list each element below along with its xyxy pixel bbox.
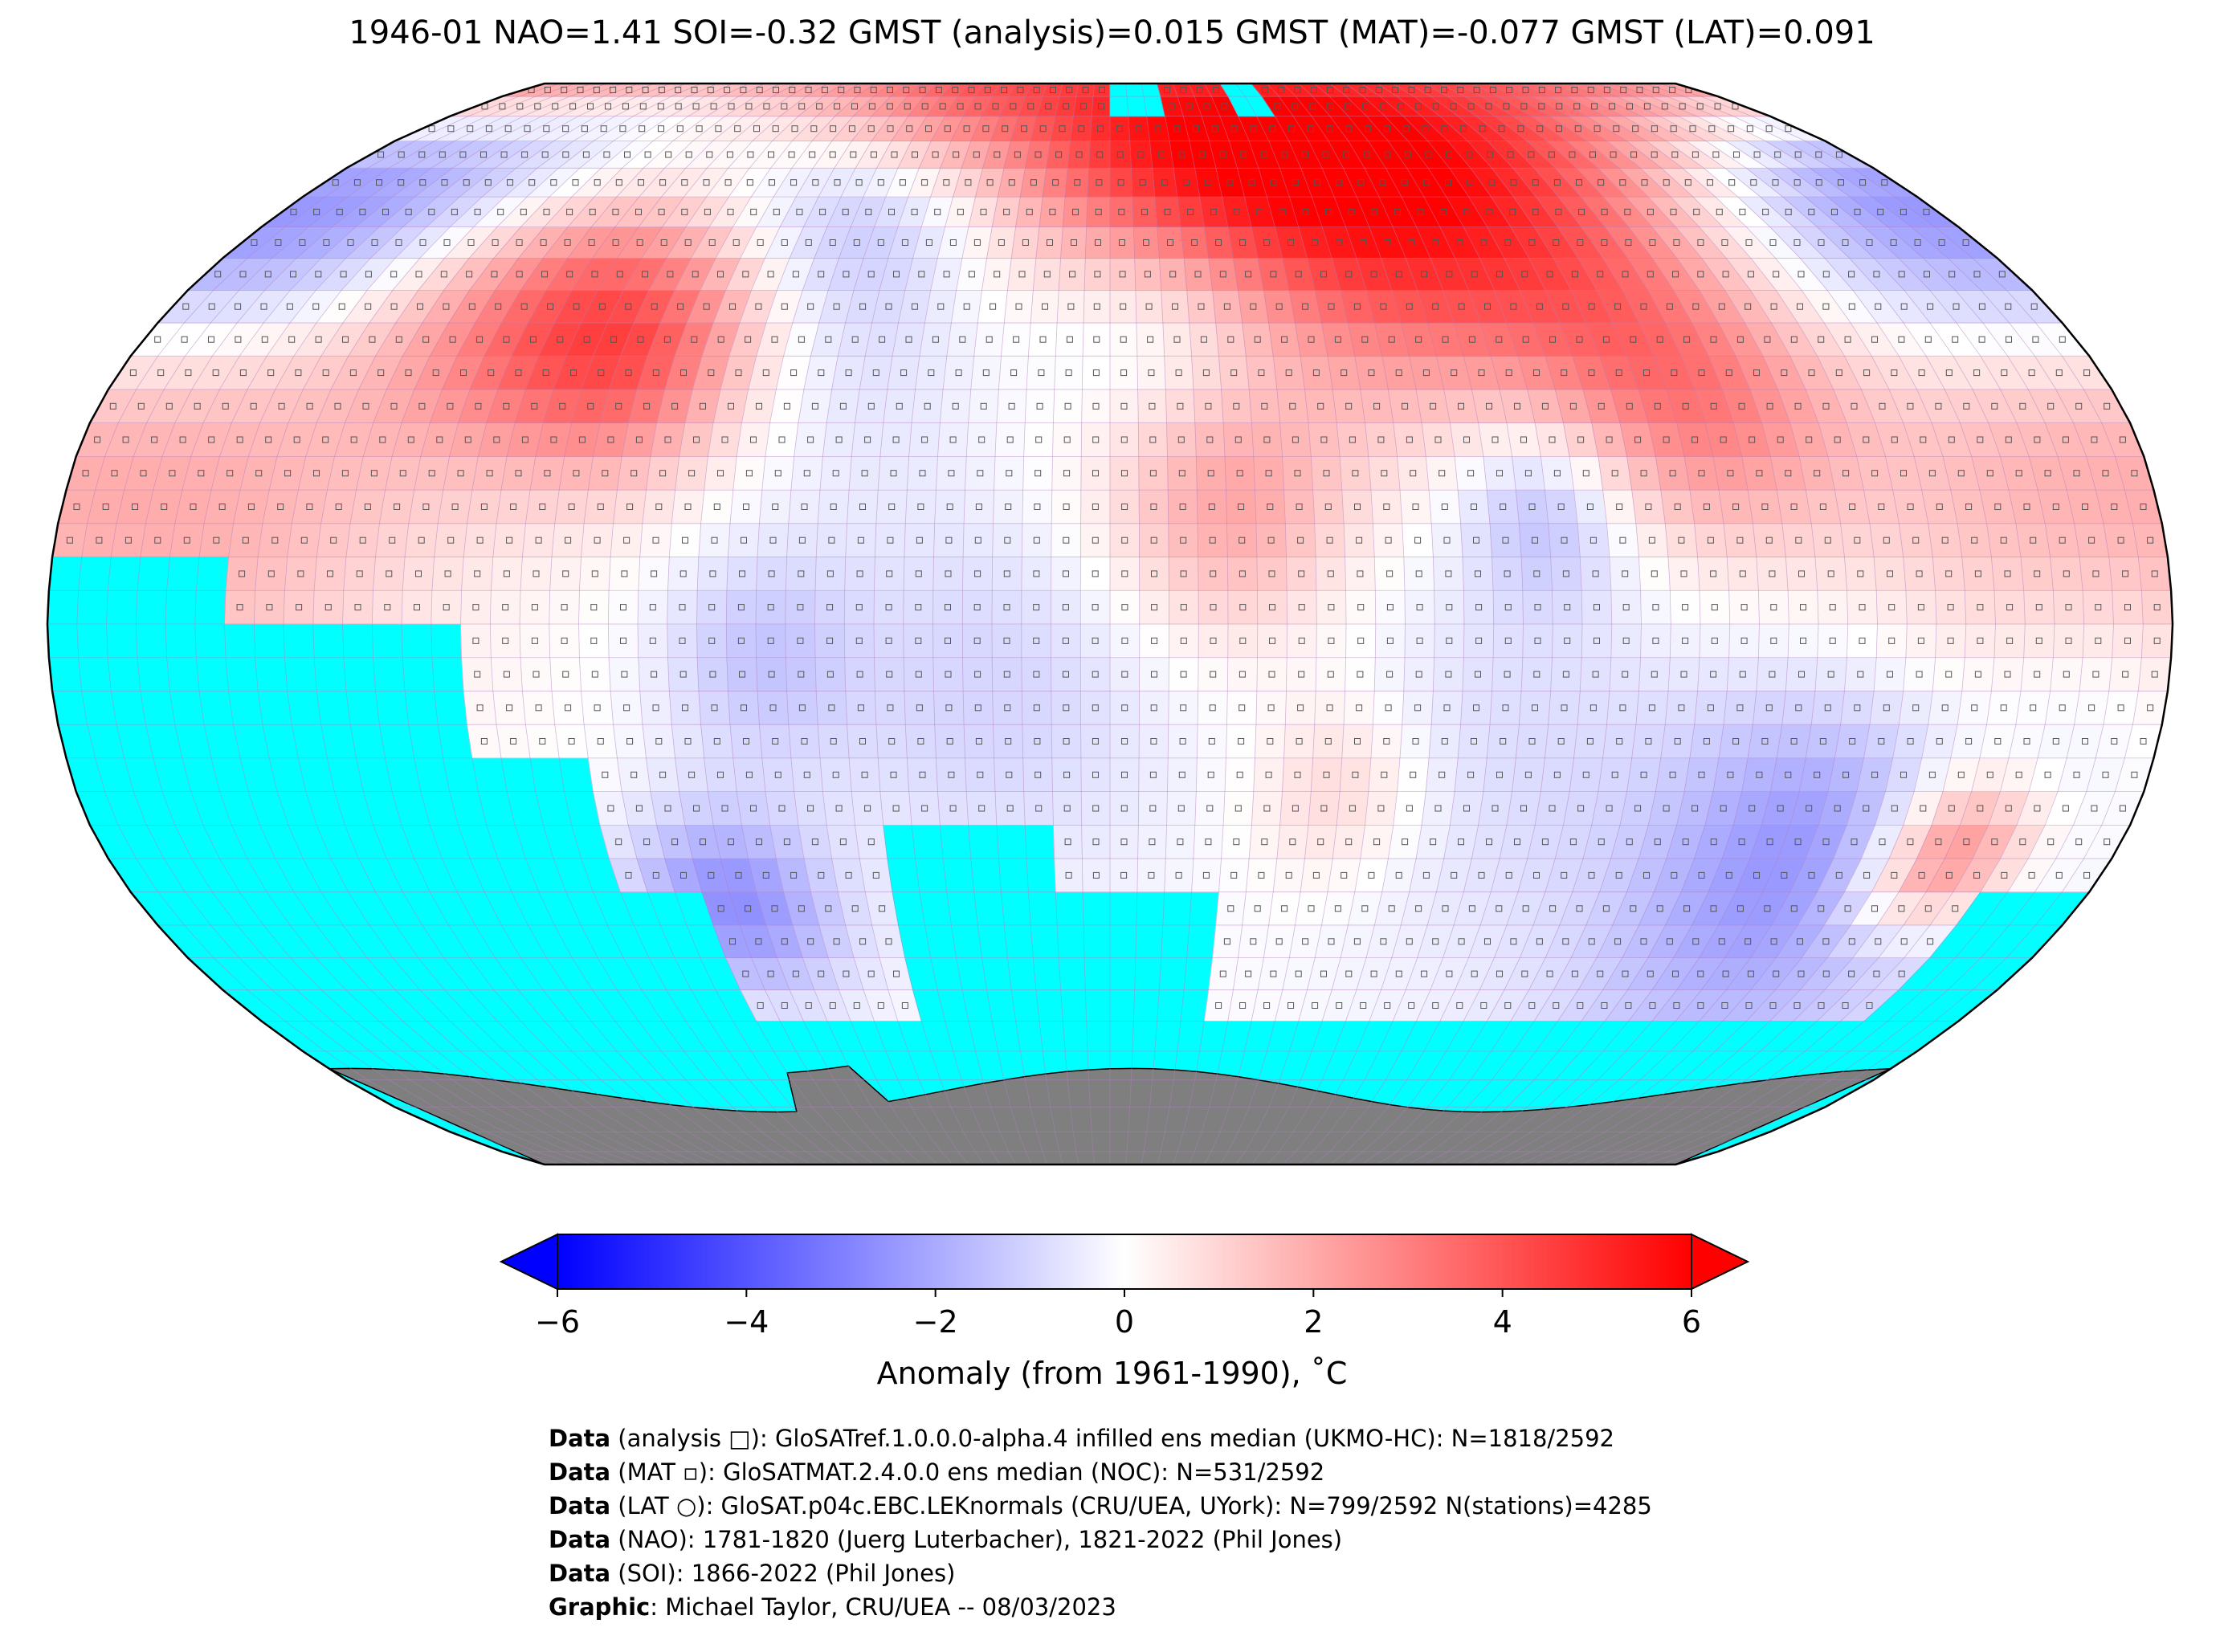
credit-text: (LAT ○): GloSAT.p04c.EBC.LEKnormals (CRU…	[610, 1492, 1652, 1519]
colorbar-tick-label: 6	[1682, 1304, 1701, 1340]
credit-text: (SOI): 1866-2022 (Phil Jones)	[610, 1560, 956, 1587]
colorbar-low-extension	[499, 1233, 558, 1291]
colorbar-high-extension	[1691, 1233, 1750, 1291]
credit-line: Data (analysis □): GloSATref.1.0.0.0-alp…	[549, 1422, 1652, 1455]
colorbar-gradient	[557, 1234, 1692, 1290]
credits-block: Data (analysis □): GloSATref.1.0.0.0-alp…	[549, 1422, 1652, 1624]
credit-line: Data (NAO): 1781-1820 (Juerg Luterbacher…	[549, 1523, 1652, 1556]
credit-label: Graphic	[549, 1593, 651, 1621]
colorbar-tick-label: 4	[1493, 1304, 1512, 1340]
credit-line: Data (MAT ▫): GloSATMAT.2.4.0.0 ens medi…	[549, 1455, 1652, 1489]
credit-text: (NAO): 1781-1820 (Juerg Luterbacher), 18…	[610, 1526, 1343, 1553]
credit-line: Graphic: Michael Taylor, CRU/UEA -- 08/0…	[549, 1590, 1652, 1624]
credit-label: Data	[549, 1560, 611, 1587]
credit-text: : Michael Taylor, CRU/UEA -- 08/03/2023	[650, 1593, 1116, 1621]
colorbar-tick-label: 2	[1304, 1304, 1323, 1340]
colorbar-tick-label: −2	[913, 1304, 958, 1340]
credit-line: Data (LAT ○): GloSAT.p04c.EBC.LEKnormals…	[549, 1489, 1652, 1523]
credit-label: Data	[549, 1526, 611, 1553]
colorbar-tick-label: −6	[535, 1304, 580, 1340]
colorbar-label: Anomaly (from 1961-1990), ˚C	[876, 1356, 1348, 1391]
credit-label: Data	[549, 1458, 611, 1486]
credit-label: Data	[549, 1425, 611, 1452]
figure-title: 1946-01 NAO=1.41 SOI=-0.32 GMST (analysi…	[349, 14, 1875, 51]
credit-text: (MAT ▫): GloSATMAT.2.4.0.0 ens median (N…	[610, 1458, 1325, 1486]
colorbar-tick-label: 0	[1115, 1304, 1134, 1340]
colorbar-tick-label: −4	[724, 1304, 769, 1340]
colorbar: −6 −4 −2 0 2 4 6	[499, 1233, 1750, 1340]
credit-text: (analysis □): GloSATref.1.0.0.0-alpha.4 …	[610, 1425, 1615, 1452]
credit-line: Data (SOI): 1866-2022 (Phil Jones)	[549, 1556, 1652, 1590]
anomaly-map	[46, 82, 2174, 1166]
credit-label: Data	[549, 1492, 611, 1519]
